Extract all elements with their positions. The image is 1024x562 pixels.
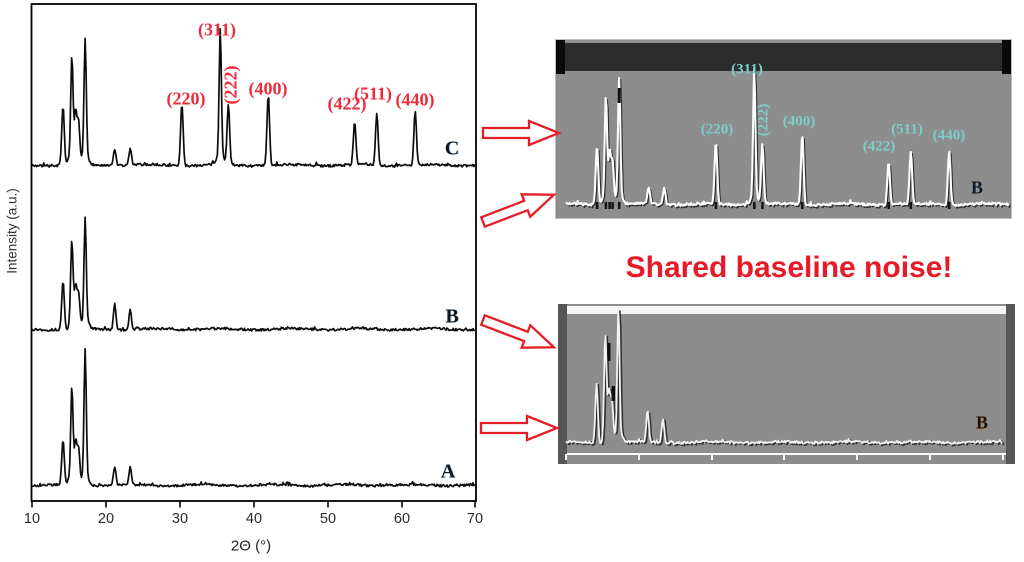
y-axis-label: Intensity (a.u.) <box>4 188 20 274</box>
x-tick-50: 50 <box>319 511 337 527</box>
inset-bottom-top-strip <box>567 306 1007 314</box>
inset-panel-bottom <box>558 304 1015 464</box>
inset-top-bar-left-block <box>556 40 565 74</box>
inset-peak-label-311: (311) <box>731 61 763 78</box>
inset-top-bar-right-block <box>1002 40 1011 74</box>
peak-label-511: (511) <box>354 83 392 104</box>
inset-peak-label-440: (440) <box>932 127 966 144</box>
x-tick-70: 70 <box>466 511 484 527</box>
caption-shared-baseline-noise: Shared baseline noise! <box>625 251 953 284</box>
x-tick-10: 10 <box>23 511 41 527</box>
peak-label-422: (422) <box>327 93 367 114</box>
x-tick-60: 60 <box>393 511 411 527</box>
arrow-shape <box>481 119 563 147</box>
inset-top-header-bar <box>564 43 1003 71</box>
series-letter-B: B <box>445 305 459 328</box>
block-arrow-right-icon <box>479 414 561 442</box>
block-arrow-right-icon <box>481 119 563 147</box>
series-letter-C: C <box>444 137 460 160</box>
arrow-shape <box>479 193 557 229</box>
inset-peak-label-220: (220) <box>700 121 734 138</box>
inset-peak-label-222: (222) <box>755 103 772 137</box>
peak-label-440: (440) <box>395 89 435 110</box>
peak-label-222: (222) <box>220 65 241 105</box>
peak-label-311: (311) <box>198 19 236 40</box>
x-tick-20: 20 <box>97 511 115 527</box>
xrd-trace-B <box>31 216 475 332</box>
inset-peak-label-400: (400) <box>782 113 816 130</box>
x-axis-label: 2Θ (°) <box>230 537 272 555</box>
arrow-shape <box>479 414 561 442</box>
inset-bottom-right-edge <box>1006 304 1015 464</box>
series-letter-A: A <box>440 460 456 483</box>
arrow-shape <box>479 313 557 349</box>
block-arrow-down-right-icon <box>479 313 557 349</box>
inset-bottom-letter: B <box>975 412 989 433</box>
block-arrow-up-right-icon <box>479 193 557 229</box>
x-tick-30: 30 <box>171 511 189 527</box>
inset-peak-label-422: (422) <box>862 138 896 155</box>
peak-label-400: (400) <box>248 78 288 99</box>
peak-label-220: (220) <box>166 88 206 109</box>
x-tick-40: 40 <box>245 511 263 527</box>
inset-top-letter: B <box>970 177 984 198</box>
inset-peak-label-511: (511) <box>891 121 923 138</box>
inset-bottom-left-edge <box>558 304 567 464</box>
xrd-trace-A <box>31 347 476 488</box>
